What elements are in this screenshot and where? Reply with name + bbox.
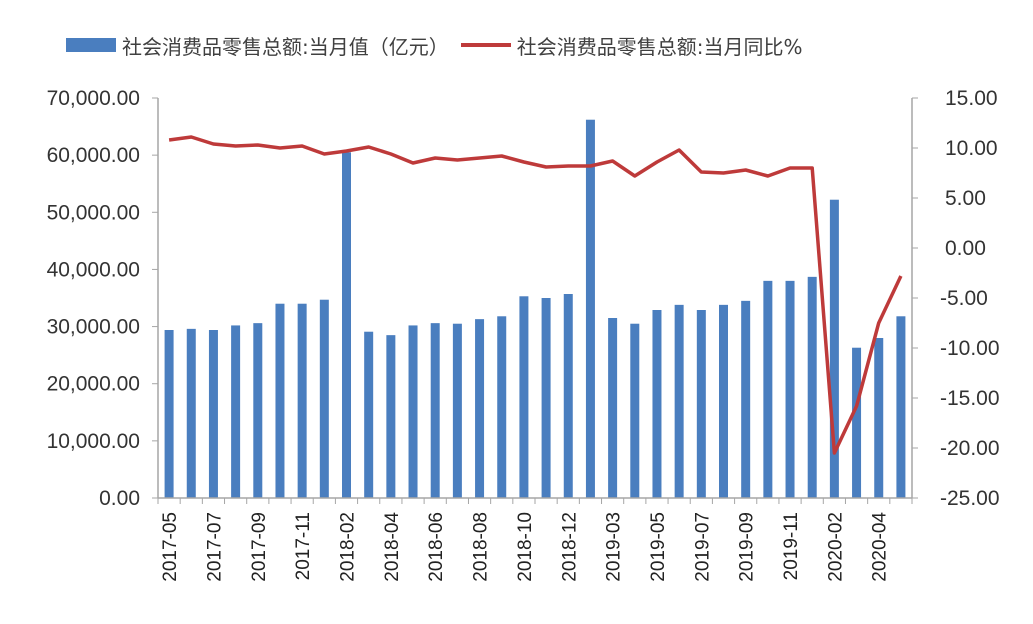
x-tick-label: 2018-02 [338,512,359,582]
bar-2017-09 [253,323,263,498]
legend-label-yoy: 社会消费品零售总额:当月同比% [516,34,803,59]
right-tick-label: 5.00 [945,187,986,210]
right-tick-label: -5.00 [940,287,988,310]
legend-label-monthly-value: 社会消费品零售总额:当月值（亿元） [122,34,449,59]
x-tick-label: 2017-07 [204,512,225,582]
bar-2019-09 [741,300,751,498]
bar-2018-09 [497,316,507,498]
right-tick-label: -15.00 [940,387,1000,410]
bar-2019-07 [696,310,706,498]
left-tick-label: 0.00 [99,487,140,510]
x-tick-label: 2020-04 [870,512,891,582]
x-tick-label: 2017-09 [249,512,270,582]
bar-2018-10 [519,296,529,498]
x-tick-label: 2018-10 [515,512,536,582]
x-tick-label: 2019-09 [737,512,758,582]
bar-2018-07 [452,323,462,498]
bar-2019-04 [630,323,640,498]
x-tick-label: 2019-05 [648,512,669,582]
right-tick-label: -20.00 [940,437,1000,460]
x-tick-label: 2018-08 [471,512,492,582]
bar-2018-08 [475,319,485,498]
line-series [168,135,903,455]
left-tick-label: 10,000.00 [47,430,140,453]
bar-2019-08 [719,304,728,498]
left-axis-labels: 0.00 10,000.00 20,000.00 30,000.00 40,000.00… [47,87,140,510]
x-tick-label: 2018-04 [382,512,403,582]
left-tick-label: 70,000.00 [47,87,140,110]
bar-2018-03 [364,331,374,498]
bar-2019-06 [674,304,684,498]
bar-2018-04 [386,335,396,498]
bar-2017-07 [208,330,218,498]
bar-2019-12 [807,276,817,498]
bar-2020-02 [829,199,839,498]
bar-2019-03 [608,318,618,498]
legend-item-yoy: 社会消费品零售总额:当月同比% [457,31,803,60]
left-tick-label: 30,000.00 [47,316,140,339]
bar-series [164,119,906,499]
bar-2018-02 [342,152,351,499]
x-tick-label: 2017-05 [160,512,181,582]
right-tick-label: -10.00 [940,337,1000,360]
right-tick-label: 10.00 [945,137,998,160]
bar-swatch-icon [66,38,116,52]
bar-2017-12 [319,299,329,498]
x-tick-label: 2019-11 [781,512,802,580]
bar-2017-06 [186,328,196,498]
left-tick-label: 40,000.00 [47,258,140,281]
x-axis-labels: 2017-05 2017-07 2017-09 2017-11 2018-02 2018-… [160,512,891,582]
bar-2018-11 [541,298,551,498]
axes [152,97,918,504]
x-tick-label: 2017-11 [293,512,314,580]
left-tick-label: 20,000.00 [47,373,140,396]
chart-legend: 社会消费品零售总额:当月值（亿元） 社会消费品零售总额:当月同比% [66,30,811,60]
x-tick-label: 2019-07 [692,512,713,582]
bar-2020-05 [896,316,906,498]
x-tick-label: 2018-06 [426,512,447,582]
right-tick-label: 0.00 [945,237,986,260]
right-tick-label: 15.00 [945,87,998,110]
x-tick-label: 2018-12 [559,512,580,582]
bar-2019-10 [763,280,773,498]
yoy-line [168,135,903,455]
bar-2017-05 [164,330,174,498]
x-tick-label: 2019-03 [604,512,625,582]
bar-2019-02 [585,119,595,498]
bar-2018-05 [408,325,418,498]
right-axis-labels: -25.00 -20.00 -15.00 -10.00 -5.00 0.00 5.00 10.… [940,87,1000,510]
bar-2018-12 [563,294,573,498]
x-tick-label: 2020-02 [825,512,846,582]
line-swatch-icon [460,43,511,47]
left-tick-label: 60,000.00 [47,144,140,167]
legend-item-monthly-value: 社会消费品零售总额:当月值（亿元） [66,31,449,60]
bar-2019-05 [652,310,662,498]
bar-2017-10 [275,303,285,498]
right-tick-label: -25.00 [940,487,1000,510]
bar-2020-04 [874,338,884,498]
left-tick-label: 50,000.00 [47,201,140,224]
bar-2017-08 [231,325,241,498]
bar-2020-03 [852,347,862,498]
bar-2018-06 [430,323,440,498]
bar-2019-11 [785,280,795,498]
bar-2017-11 [297,303,307,498]
